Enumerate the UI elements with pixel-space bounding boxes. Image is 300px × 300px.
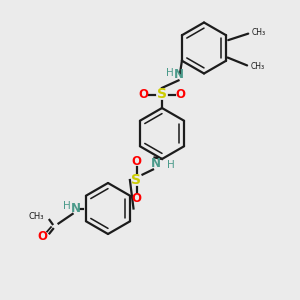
Text: O: O <box>37 230 47 244</box>
Text: O: O <box>176 88 186 101</box>
Text: CH₃: CH₃ <box>28 212 44 221</box>
Text: CH₃: CH₃ <box>252 28 266 37</box>
Text: H: H <box>167 160 175 170</box>
Text: N: N <box>151 157 161 170</box>
Text: H: H <box>63 201 71 211</box>
Text: O: O <box>131 192 142 205</box>
Text: O: O <box>131 155 142 168</box>
Text: N: N <box>173 68 184 82</box>
Text: N: N <box>71 202 81 215</box>
Text: O: O <box>138 88 148 101</box>
Text: S: S <box>131 173 142 187</box>
Text: CH₃: CH₃ <box>250 62 265 71</box>
Text: H: H <box>166 68 174 79</box>
Text: S: S <box>157 88 167 101</box>
